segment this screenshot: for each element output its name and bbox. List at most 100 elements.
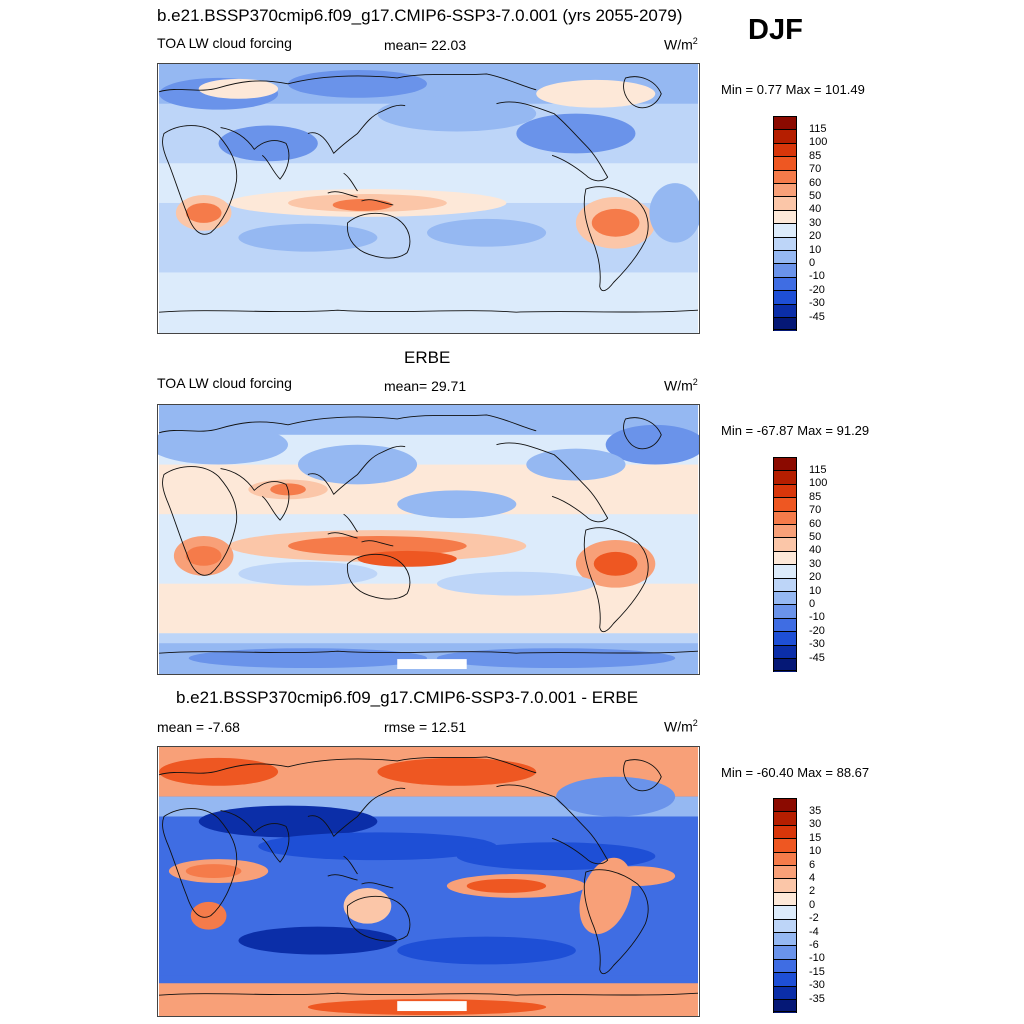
panel-2-stats: Min = -67.87 Max = 91.29	[721, 423, 870, 438]
colorbar-tick-label: -10	[809, 952, 825, 965]
colorbar-swatch	[773, 564, 797, 579]
colorbar-swatch	[773, 918, 797, 933]
colorbar-tick-label: 30	[809, 818, 822, 831]
colorbar-tick-label: 0	[809, 898, 816, 911]
colorbar-tick-label: 115	[809, 463, 827, 476]
colorbar-tick-label: -20	[809, 283, 825, 296]
panel-1-mean: mean= 22.03	[384, 37, 467, 53]
colorbar-tick-label: 100	[809, 136, 828, 149]
colorbar-swatch	[773, 905, 797, 920]
colorbar-tick-label: -20	[809, 624, 825, 637]
colorbar-swatch	[773, 236, 797, 251]
colorbar-swatch	[773, 945, 797, 960]
colorbar-tick-label: 10	[809, 845, 822, 858]
colorbar-tick-label: 4	[809, 871, 816, 884]
panel-3-stats: Min = -60.40 Max = 88.67	[721, 765, 870, 780]
colorbar-tick-label: 70	[809, 163, 822, 176]
colorbar-tick-label: -45	[809, 651, 825, 664]
colorbar-swatch	[773, 497, 797, 512]
panel-3-units: W/m2	[664, 718, 698, 735]
colorbar-tick-label: 85	[809, 149, 822, 162]
colorbar-swatch	[773, 156, 797, 171]
panel-1-stats: Min = 0.77 Max = 101.49	[721, 82, 865, 97]
colorbar-tick-label: -30	[809, 979, 825, 992]
colorbar-swatch	[773, 865, 797, 879]
colorbar-tick-label: -15	[809, 965, 825, 978]
colorbar-tick-label: -6	[809, 938, 819, 951]
colorbar-swatch	[773, 223, 797, 238]
colorbar-tick-label: 10	[809, 243, 822, 256]
colorbar-tick-label: 30	[809, 557, 822, 570]
colorbar-swatch	[773, 851, 797, 866]
panel-3-left-label: mean = -7.68	[157, 719, 240, 735]
colorbar-swatch	[773, 644, 797, 659]
panel-2-title: ERBE	[404, 348, 451, 367]
colorbar-swatch	[773, 470, 797, 485]
colorbar-swatch	[773, 811, 797, 826]
colorbar-swatch	[773, 838, 797, 853]
colorbar-swatch	[773, 537, 797, 552]
colorbar-tick-label: -10	[809, 611, 825, 624]
colorbar-swatch	[773, 617, 797, 632]
colorbar-tick-label: -10	[809, 270, 825, 283]
colorbar-tick-label: 15	[809, 831, 822, 844]
colorbar-tick-label: -30	[809, 638, 825, 651]
colorbar-tick-label: 60	[809, 517, 822, 530]
colorbar-swatch	[773, 798, 797, 812]
colorbar-swatch	[773, 524, 797, 538]
colorbar-tick-label: 10	[809, 584, 822, 597]
colorbar-swatch	[773, 483, 797, 498]
colorbar-swatch	[773, 932, 797, 946]
colorbar-tick-label: 85	[809, 490, 822, 503]
season-label: DJF	[748, 14, 803, 46]
colorbar-swatch	[773, 999, 797, 1013]
panel-2-units: W/m2	[664, 377, 698, 394]
panel-3-title: b.e21.BSSP370cmip6.f09_g17.CMIP6-SSP3-7.…	[176, 688, 639, 707]
colorbar-swatch	[773, 631, 797, 646]
colorbar-swatch	[773, 276, 797, 291]
panel-1-left-label: TOA LW cloud forcing	[157, 35, 292, 51]
colorbar-tick-label: -35	[809, 992, 825, 1005]
colorbar-swatch	[773, 891, 797, 906]
colorbar-swatch	[773, 878, 797, 893]
colorbar-tick-label: 40	[809, 203, 822, 216]
colorbar-tick-label: 0	[809, 597, 816, 610]
panel-3-map	[157, 746, 700, 1017]
colorbar-tick-label: 50	[809, 530, 822, 543]
colorbar-swatch	[773, 604, 797, 619]
colorbar-swatch	[773, 972, 797, 987]
colorbar-swatch	[773, 196, 797, 211]
colorbar-swatch	[773, 250, 797, 264]
colorbar-swatch	[773, 290, 797, 305]
colorbar-swatch	[773, 457, 797, 471]
colorbar-tick-label: 100	[809, 477, 828, 490]
panel-2-left-label: TOA LW cloud forcing	[157, 375, 292, 391]
panel-3-rmse: rmse = 12.51	[384, 719, 467, 735]
colorbar-swatch	[773, 183, 797, 197]
colorbar-swatch	[773, 142, 797, 157]
colorbar-swatch	[773, 591, 797, 605]
colorbar-swatch	[773, 209, 797, 224]
colorbar-tick-label: -30	[809, 297, 825, 310]
colorbar-tick-label: 20	[809, 230, 822, 243]
colorbar-tick-label: 70	[809, 504, 822, 517]
colorbar-tick-label: 6	[809, 858, 816, 871]
colorbar-tick-label: -45	[809, 310, 825, 323]
panel-1-title: b.e21.BSSP370cmip6.f09_g17.CMIP6-SSP3-7.…	[157, 6, 683, 25]
colorbar-swatch	[773, 958, 797, 973]
colorbar-tick-label: 35	[809, 804, 822, 817]
colorbar-tick-label: 20	[809, 571, 822, 584]
panel-2-mean: mean= 29.71	[384, 378, 467, 394]
colorbar-swatch	[773, 303, 797, 318]
panel-2-map	[157, 404, 700, 675]
colorbar-swatch	[773, 824, 797, 839]
panel-1-units: W/m2	[664, 36, 698, 53]
colorbar-tick-label: 60	[809, 176, 822, 189]
colorbar-swatch	[773, 985, 797, 1000]
colorbar-swatch	[773, 658, 797, 672]
colorbar-tick-label: -4	[809, 925, 819, 938]
colorbar-swatch	[773, 550, 797, 565]
colorbar-swatch	[773, 116, 797, 130]
colorbar-swatch	[773, 510, 797, 525]
colorbar-tick-label: 30	[809, 216, 822, 229]
